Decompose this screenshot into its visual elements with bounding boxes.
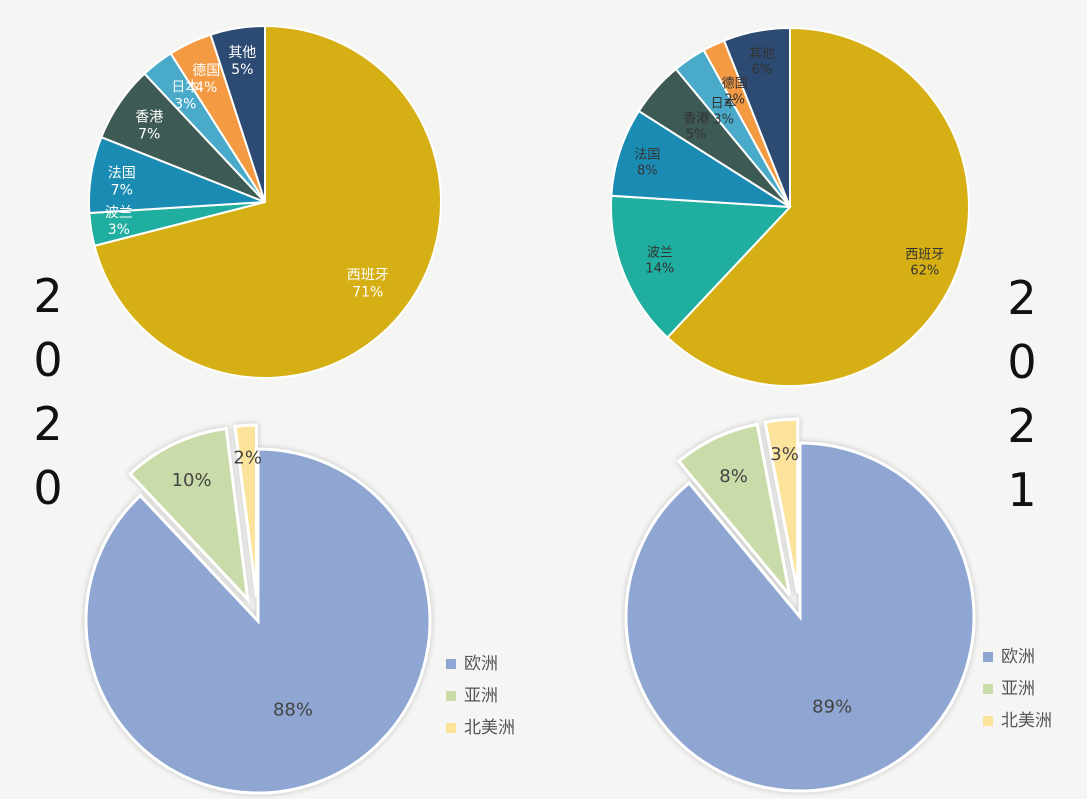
pie-label-value-continent-2021-2: 3%: [770, 444, 799, 465]
pie-label-value-dest-2021-4: 3%: [713, 112, 734, 127]
legend-label-continent-2021-0: 欧洲: [1001, 647, 1035, 667]
year-label-2021: 2 0 2 1: [1002, 266, 1042, 522]
pie-labels-continent-2020: 88% 10% 2%: [172, 448, 313, 721]
pie-label-name-dest-2020-1: 波兰: [105, 205, 133, 221]
pie-label-name-dest-2020-2: 法国: [108, 165, 136, 181]
legend-label-continent-2021-2: 北美洲: [1001, 711, 1052, 731]
pie-label-value-continent-2020-0: 88%: [273, 700, 313, 721]
year-2020-char-1: 2: [33, 269, 63, 323]
pie-label-value-dest-2021-5: 2%: [724, 92, 745, 107]
pie-label-value-continent-2021-0: 89%: [812, 697, 852, 718]
pie-slice-dest-2021-1: [610, 194, 793, 339]
pie-label-value-dest-2020-5: 4%: [195, 80, 217, 96]
pie-label-name-dest-2020-4: 日本: [171, 79, 199, 95]
pie-slice-continent-2021-2: [763, 417, 800, 594]
pie-slice-dest-2021-2: [610, 109, 791, 208]
legend-label-continent-2020-1: 亚洲: [464, 686, 498, 706]
pie-slice-continent-2020-1: [127, 426, 250, 604]
year-2021-char-2: 0: [1007, 335, 1037, 389]
pie-dest-2020: [88, 24, 442, 379]
pie-label-name-dest-2021-3: 香港: [683, 111, 709, 126]
pie-label-name-dest-2020-5: 德国: [192, 63, 220, 79]
legend-swatch-continent-2021-2: [983, 716, 993, 726]
pie-label-value-continent-2021-1: 8%: [719, 466, 748, 487]
pie-label-name-dest-2021-5: 德国: [722, 76, 748, 91]
pie-label-name-dest-2021-0: 西班牙: [905, 247, 944, 262]
legend-label-continent-2020-2: 北美洲: [464, 718, 515, 738]
year-label-2020: 2 0 2 0: [28, 264, 68, 520]
pie-label-name-dest-2021-4: 日本: [711, 96, 737, 111]
pie-label-value-continent-2020-2: 2%: [233, 448, 262, 469]
pie-slice-dest-2020-0: [93, 24, 442, 379]
pie-label-value-dest-2021-2: 8%: [637, 164, 658, 179]
legend-label-continent-2021-1: 亚洲: [1001, 679, 1035, 699]
pie-label-value-dest-2020-4: 3%: [174, 96, 196, 112]
pie-slice-continent-2021-0: [624, 441, 976, 793]
pie-dest-2021: [610, 26, 970, 387]
legend-label-continent-2020-0: 欧洲: [464, 654, 498, 674]
pie-label-value-dest-2020-2: 7%: [111, 182, 133, 198]
year-2021-char-4: 1: [1007, 463, 1037, 517]
pie-continent-2021: [624, 417, 976, 793]
pie-label-name-dest-2020-6: 其他: [228, 45, 256, 61]
pie-label-name-dest-2021-6: 其他: [749, 47, 775, 62]
year-2021-char-1: 2: [1007, 271, 1037, 325]
pie-label-value-dest-2020-0: 71%: [352, 285, 383, 301]
pie-slice-dest-2020-6: [209, 24, 266, 203]
pie-label-value-dest-2021-3: 5%: [686, 127, 707, 142]
pie-continent-2020: [84, 423, 432, 795]
legend-swatch-continent-2021-1: [983, 684, 993, 694]
pie-label-value-continent-2020-1: 10%: [172, 470, 212, 491]
pie-slice-continent-2021-1: [676, 422, 792, 597]
pie-labels-continent-2021: 89% 8% 3%: [719, 444, 852, 718]
pie-label-name-dest-2020-0: 西班牙: [347, 268, 389, 284]
pie-label-value-dest-2020-3: 7%: [138, 126, 160, 142]
year-2021-char-3: 2: [1007, 399, 1037, 453]
pie-slice-dest-2021-0: [666, 26, 970, 387]
pie-label-value-dest-2021-1: 14%: [645, 262, 674, 277]
legend-swatch-continent-2020-2: [446, 723, 456, 733]
pie-slice-dest-2021-6: [722, 26, 791, 208]
year-2020-char-4: 0: [33, 461, 63, 515]
pie-label-value-dest-2021-0: 62%: [910, 263, 939, 278]
year-2020-char-3: 2: [33, 397, 63, 451]
pie-label-value-dest-2020-6: 5%: [231, 62, 253, 78]
pie-label-value-dest-2020-1: 3%: [108, 222, 130, 238]
legend-swatch-continent-2021-0: [983, 652, 993, 662]
year-2020-char-2: 0: [33, 333, 63, 387]
legend-swatch-continent-2020-0: [446, 659, 456, 669]
pie-slice-continent-2020-0: [84, 447, 432, 795]
pie-slice-continent-2020-2: [233, 423, 258, 598]
legend-swatch-continent-2020-1: [446, 691, 456, 701]
pie-label-name-dest-2021-1: 波兰: [647, 246, 673, 261]
pie-label-name-dest-2020-3: 香港: [135, 109, 163, 125]
pie-label-value-dest-2021-6: 6%: [752, 63, 773, 78]
pie-label-name-dest-2021-2: 法国: [634, 148, 660, 163]
